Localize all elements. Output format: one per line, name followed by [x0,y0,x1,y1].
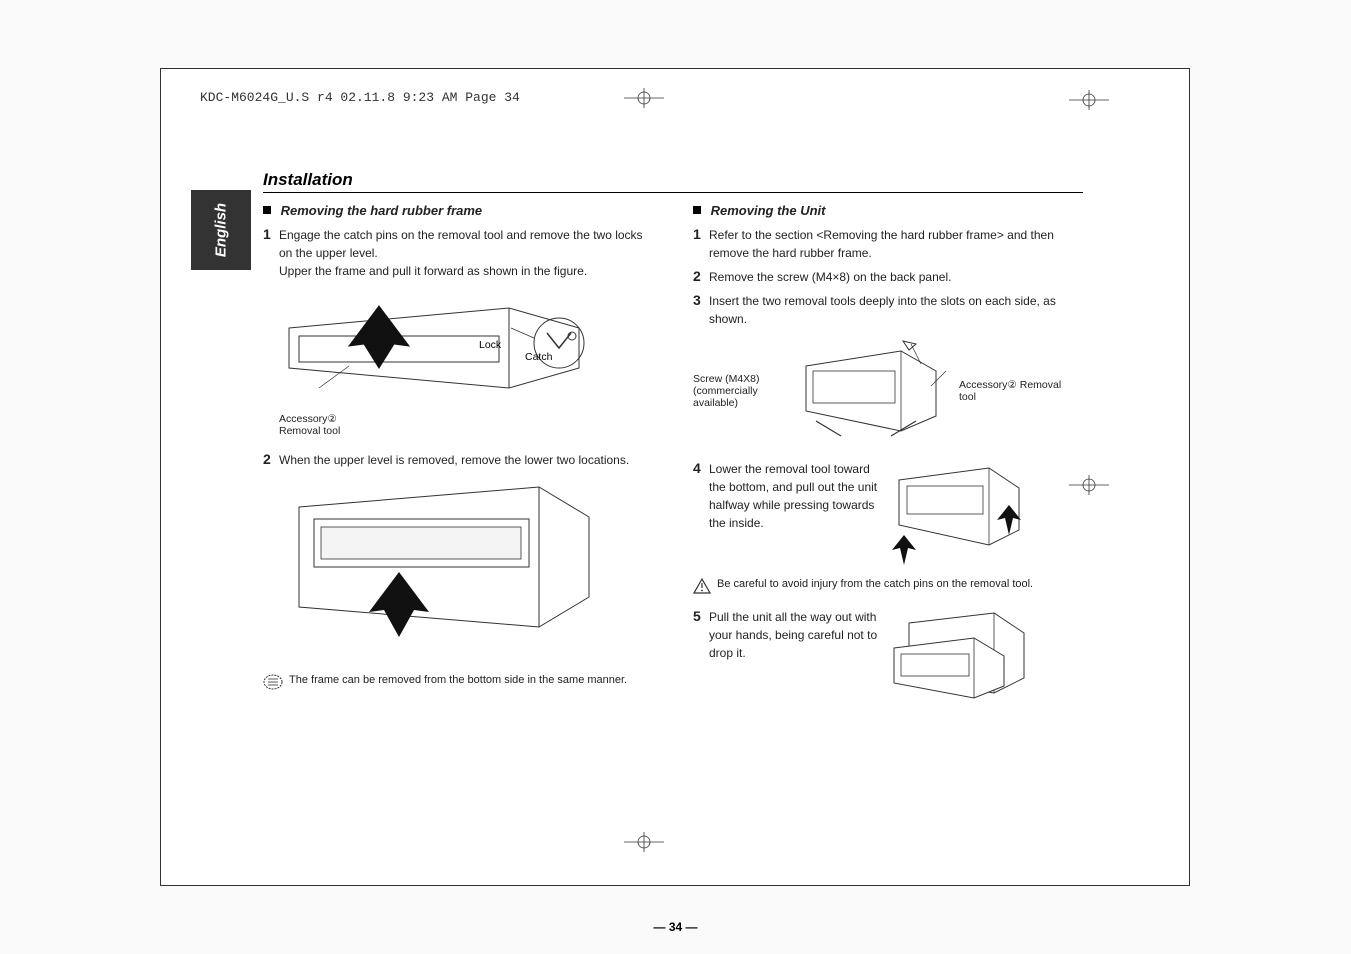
figure-frame-removal-bottom [279,477,653,660]
right-step4-text: Lower the removal tool toward the bottom… [709,460,879,532]
language-tab: English [191,190,251,270]
left-step1-line1: Engage the catch pins on the removal too… [279,228,643,260]
step-num: 2 [693,268,709,286]
fig1-catch-label: Catch [525,351,553,363]
step-num: 1 [263,226,279,280]
fig1-acc: Accessory② [279,413,337,425]
right-warning-text: Be careful to avoid injury from the catc… [717,578,1033,590]
left-note-text: The frame can be removed from the bottom… [289,674,627,686]
step-num: 5 [693,608,709,624]
right-step-4: 4 Lower the removal tool toward the bott… [693,460,1083,570]
content-area: Installation Removing the hard rubber fr… [263,170,1083,714]
square-bullet-icon [263,206,271,214]
step-num: 1 [693,226,709,262]
right-warning: Be careful to avoid injury from the catc… [693,578,1083,594]
step-text: Engage the catch pins on the removal too… [279,226,653,280]
figure-step4 [879,460,1029,570]
fig1-lock-label: Lock [479,339,502,351]
page-number: — 34 — [653,920,697,934]
right-step-3: 3 Insert the two removal tools deeply in… [693,292,1083,328]
warning-icon [693,578,711,594]
right-step5-text: Pull the unit all the way out with your … [709,608,879,662]
right-column: Removing the Unit 1 Refer to the section… [693,203,1083,714]
left-step1-line2: Upper the frame and pull it forward as s… [279,264,587,278]
left-step-1: 1 Engage the catch pins on the removal t… [263,226,653,280]
note-icon [263,674,283,690]
step-num: 4 [693,460,709,476]
right-step-5: 5 Pull the unit all the way out with you… [693,608,1083,708]
left-step2-text: When the upper level is removed, remove … [279,451,653,469]
left-step-2: 2 When the upper level is removed, remov… [263,451,653,469]
square-bullet-icon [693,206,701,214]
section-title: Installation [263,170,1083,193]
right-step-1: 1 Refer to the section <Removing the har… [693,226,1083,262]
registration-mark-bottom [624,832,664,852]
registration-mark-right-top [1069,90,1109,110]
fig1-tool: Removal tool [279,425,340,437]
language-tab-label: English [213,203,230,257]
right-step2-text: Remove the screw (M4×8) on the back pane… [709,268,1083,286]
right-step3-text: Insert the two removal tools deeply into… [709,292,1083,328]
left-subhead: Removing the hard rubber frame [263,203,653,218]
left-column: Removing the hard rubber frame 1 Engage … [263,203,653,714]
figure-unit-tools: Screw (M4X8) (commercially available) Ac… [693,336,1083,446]
right-step1-text: Refer to the section <Removing the hard … [709,226,1083,262]
right-subhead-text: Removing the Unit [711,203,826,218]
registration-mark-top [624,88,664,108]
crop-marks-header: KDC-M6024G_U.S r4 02.11.8 9:23 AM Page 3… [200,90,520,105]
step-num: 2 [263,451,279,469]
left-subhead-text: Removing the hard rubber frame [281,203,483,218]
fig3-acc-label: Accessory② Removal tool [959,379,1069,403]
right-subhead: Removing the Unit [693,203,1083,218]
figure-step5 [879,608,1029,708]
figure-frame-removal-top: Lock Catch Accessory② Removal tool [279,288,653,437]
step-num: 3 [693,292,709,328]
fig3-screw-label: Screw (M4X8) (commercially available) [693,373,773,409]
left-note: The frame can be removed from the bottom… [263,674,653,690]
right-step-2: 2 Remove the screw (M4×8) on the back pa… [693,268,1083,286]
two-columns: Removing the hard rubber frame 1 Engage … [263,203,1083,714]
